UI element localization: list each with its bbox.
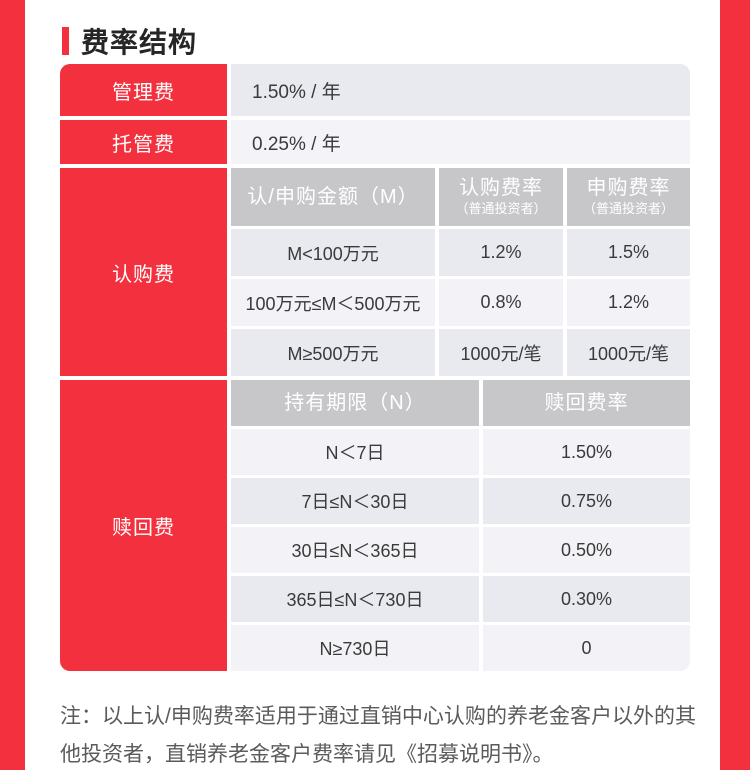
purchase-rate: 1.2% [567,279,690,326]
redemption-header-row: 持有期限（N） 赎回费率 [231,380,690,426]
management-fee-value: 1.50% / 年 [231,64,690,116]
amount-tier: M<100万元 [231,229,435,276]
subscription-rate: 1000元/笔 [439,329,563,376]
custody-fee-value: 0.25% / 年 [231,120,690,164]
holding-period: 30日≤N＜365日 [231,527,479,573]
col-header-redemption-rate: 赎回费率 [483,380,690,426]
table-row: 365日≤N＜730日 0.30% [231,576,690,622]
table-row: N＜7日 1.50% [231,429,690,475]
col-header-purchase-rate: 申购费率 （普通投资者） [567,168,690,226]
redemption-fee-section: 赎回费 持有期限（N） 赎回费率 N＜7日 1.50% 7日≤N＜30日 0.7 [60,380,690,671]
subscription-header-row: 认/申购金额（M） 认购费率 （普通投资者） 申购费率 （普通投资者） [231,168,690,226]
management-fee-row: 管理费 1.50% / 年 [60,64,690,116]
col-header-subscription-rate: 认购费率 （普通投资者） [439,168,563,226]
fee-structure-table: 管理费 1.50% / 年 托管费 0.25% / 年 认购费 认/申购金额（M… [60,64,690,671]
footnote: 注：以上认/申购费率适用于通过直销中心认购的养老金客户以外的其他投资者，直销养老… [60,705,696,766]
subscription-rate: 1.2% [439,229,563,276]
custody-fee-label: 托管费 [60,120,227,164]
redemption-rate: 1.50% [483,429,690,475]
redemption-rate: 0 [483,625,690,671]
purchase-rate: 1000元/笔 [567,329,690,376]
redemption-rate: 0.30% [483,576,690,622]
left-edge-accent-strip [0,0,25,770]
page-title: 费率结构 [81,27,198,58]
redemption-fee-subtable: 持有期限（N） 赎回费率 N＜7日 1.50% 7日≤N＜30日 0.75% 3… [231,380,690,671]
subscription-fee-subtable: 认/申购金额（M） 认购费率 （普通投资者） 申购费率 （普通投资者） M<10… [231,168,690,376]
redemption-rate: 0.50% [483,527,690,573]
table-row: N≥730日 0 [231,625,690,671]
table-row: M<100万元 1.2% 1.5% [231,229,690,276]
table-row: M≥500万元 1000元/笔 1000元/笔 [231,329,690,376]
amount-tier: 100万元≤M＜500万元 [231,279,435,326]
section-title-row: 费率结构 [62,21,197,61]
subscription-rate: 0.8% [439,279,563,326]
amount-tier: M≥500万元 [231,329,435,376]
holding-period: N≥730日 [231,625,479,671]
custody-fee-row: 托管费 0.25% / 年 [60,120,690,164]
purchase-rate: 1.5% [567,229,690,276]
holding-period: 365日≤N＜730日 [231,576,479,622]
table-row: 7日≤N＜30日 0.75% [231,478,690,524]
right-edge-accent-strip [720,0,750,770]
management-fee-label: 管理费 [60,64,227,116]
holding-period: N＜7日 [231,429,479,475]
title-accent-bar [62,27,69,55]
col-header-amount: 认/申购金额（M） [231,168,435,226]
table-row: 30日≤N＜365日 0.50% [231,527,690,573]
redemption-rate: 0.75% [483,478,690,524]
subscription-fee-section: 认购费 认/申购金额（M） 认购费率 （普通投资者） 申购费率 （普通投资者） [60,168,690,376]
table-row: 100万元≤M＜500万元 0.8% 1.2% [231,279,690,326]
subscription-fee-label: 认购费 [60,168,227,376]
col-header-holding-period: 持有期限（N） [231,380,479,426]
holding-period: 7日≤N＜30日 [231,478,479,524]
redemption-fee-label: 赎回费 [60,380,227,671]
